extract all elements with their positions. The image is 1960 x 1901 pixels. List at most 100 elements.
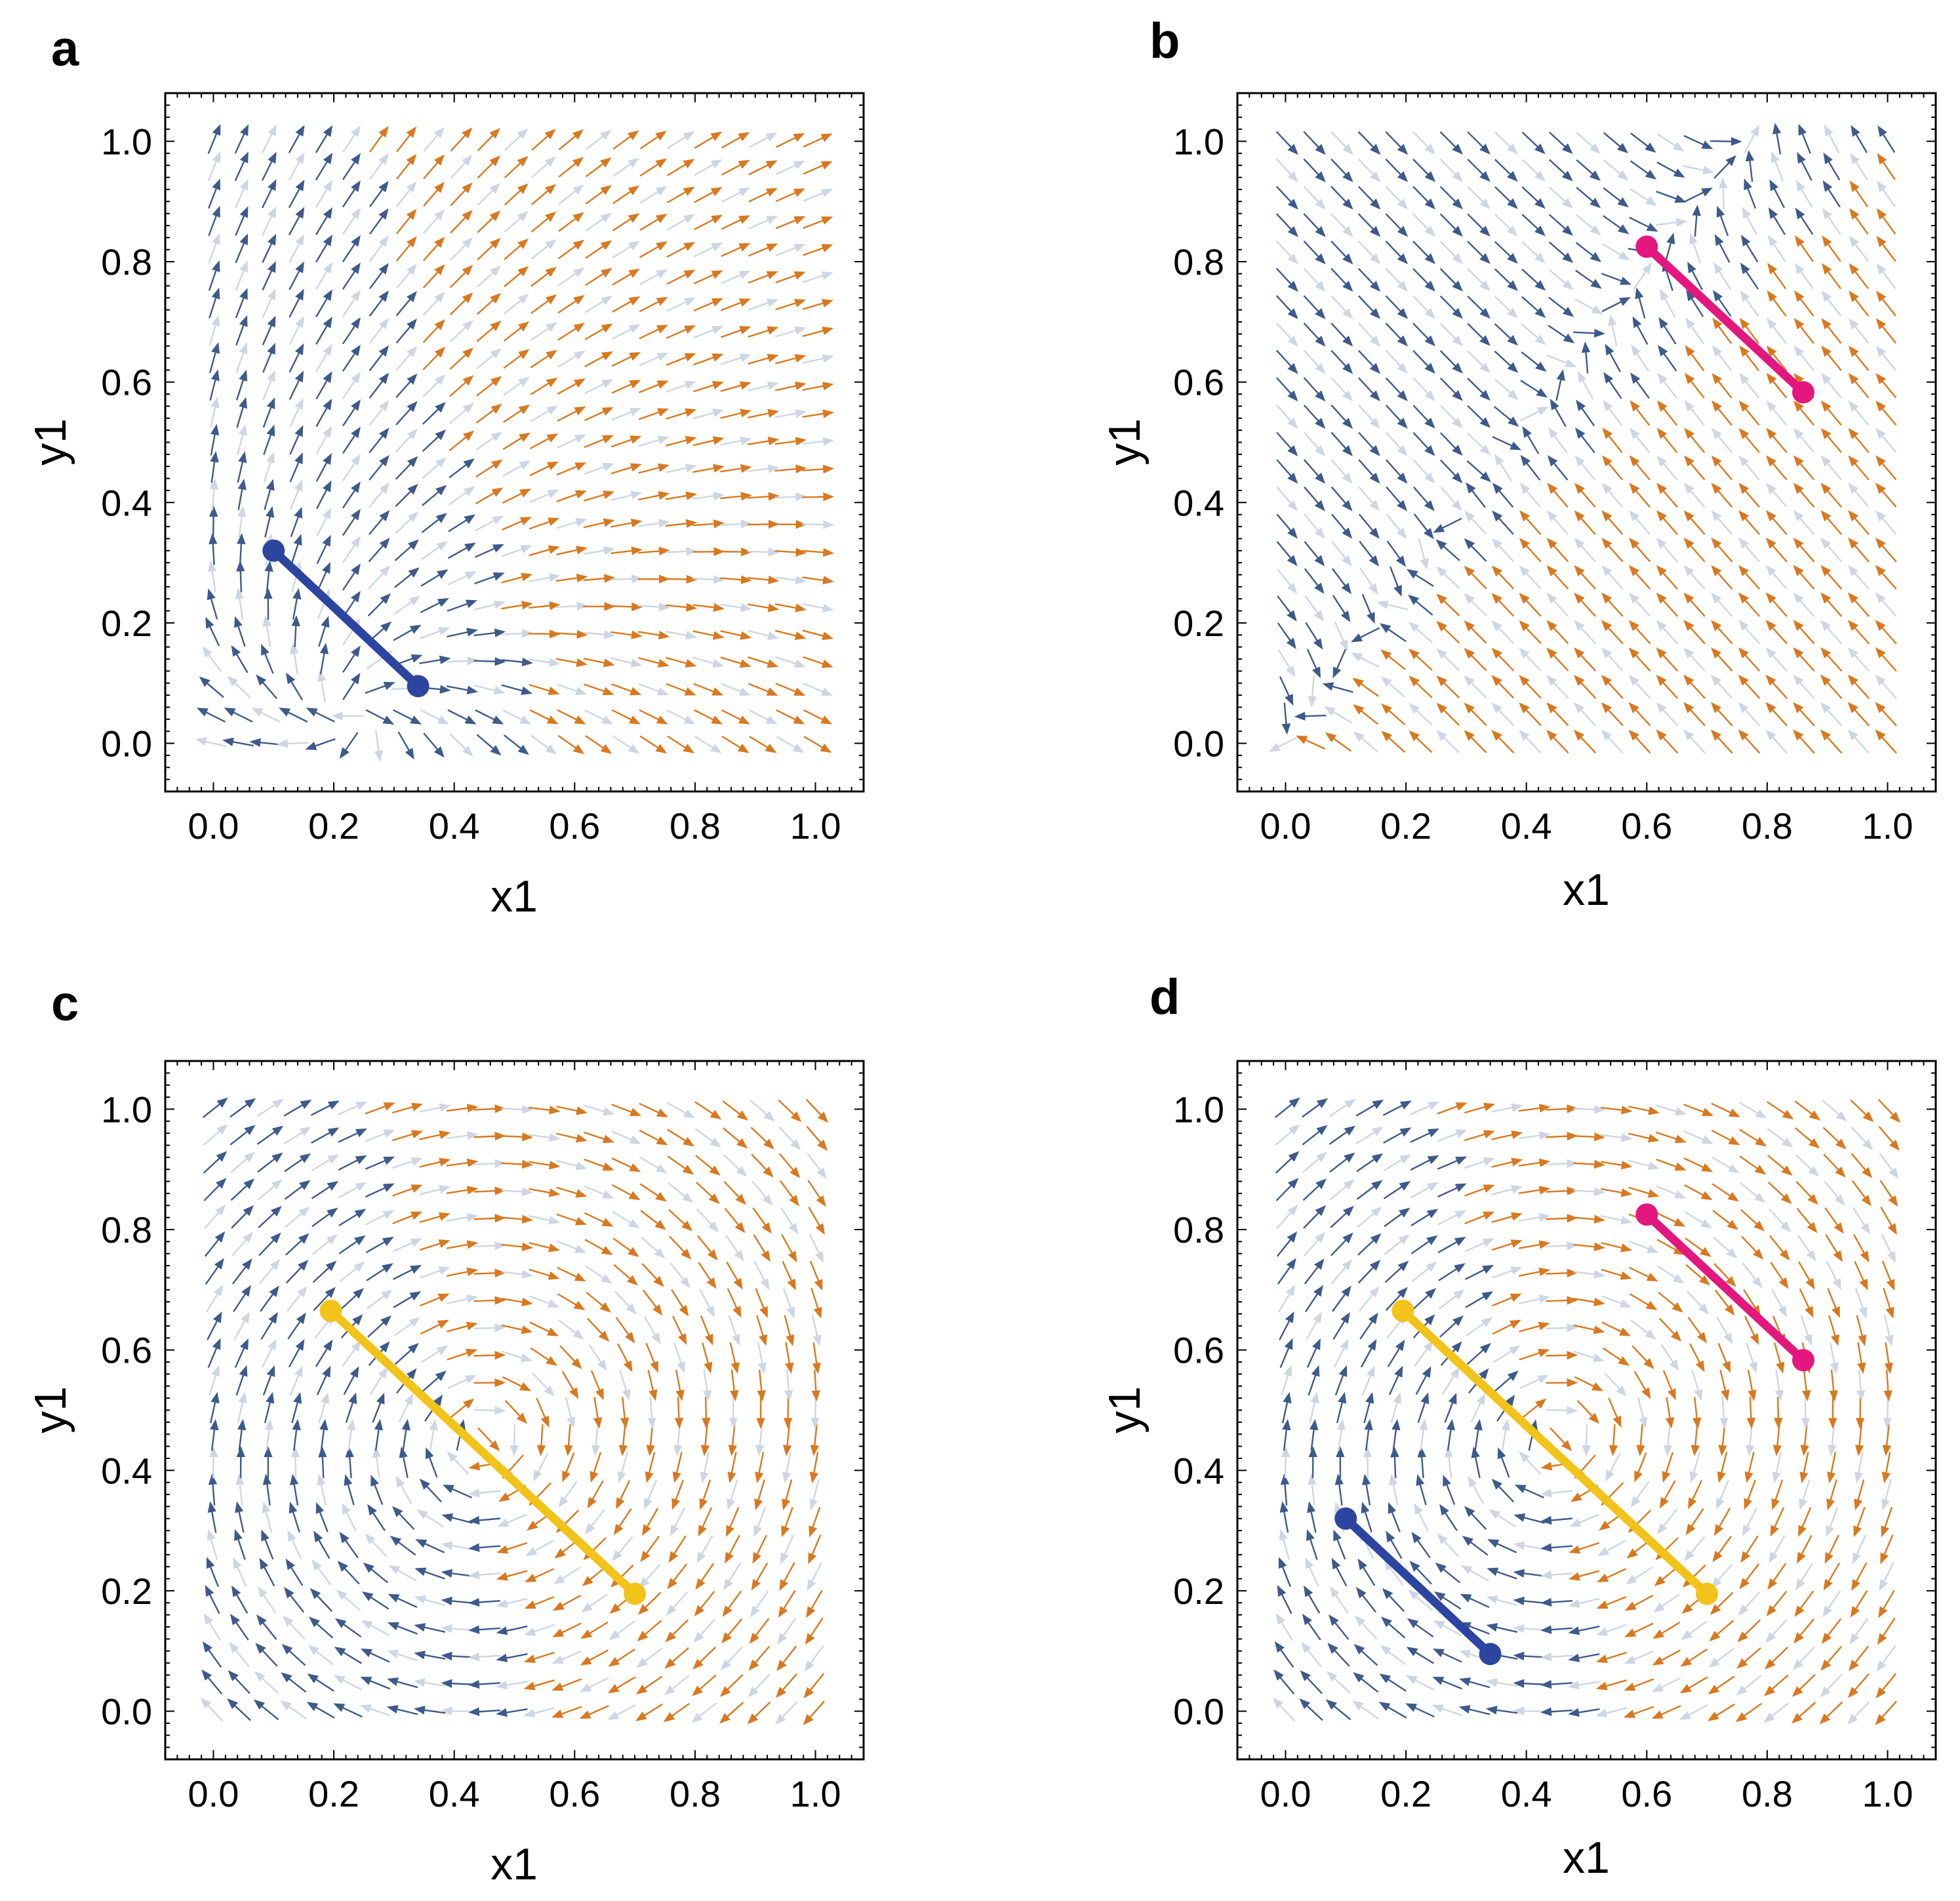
stream-arrow xyxy=(721,735,750,753)
stream-arrow xyxy=(724,1207,746,1233)
stream-arrow xyxy=(1382,1588,1405,1612)
stream-arrow xyxy=(401,1418,410,1451)
stream-arrow xyxy=(288,125,305,153)
stream-arrow xyxy=(476,376,502,397)
stream-arrow xyxy=(1764,1674,1789,1696)
stream-arrow xyxy=(1767,1182,1792,1205)
stream-arrow xyxy=(1713,155,1736,179)
stream-arrow xyxy=(1711,592,1733,617)
stream-arrow xyxy=(446,1131,479,1140)
stream-arrow xyxy=(291,1391,302,1424)
stream-arrow xyxy=(1521,1398,1547,1420)
stream-arrow xyxy=(200,1697,224,1722)
stream-arrow xyxy=(1684,1211,1712,1229)
stream-arrow xyxy=(1357,1260,1381,1284)
stream-arrow xyxy=(1464,538,1487,562)
stream-arrow xyxy=(1880,1534,1894,1565)
stream-arrow xyxy=(285,1558,304,1586)
stream-arrow xyxy=(803,683,833,696)
stream-arrow xyxy=(1595,1679,1627,1691)
stream-arrow xyxy=(1745,150,1755,182)
stream-arrow xyxy=(584,351,613,367)
stream-arrow xyxy=(395,264,417,289)
stream-arrow xyxy=(207,123,221,154)
stream-arrow xyxy=(1407,1618,1434,1638)
stream-arrow xyxy=(775,298,807,311)
stream-arrow xyxy=(1821,290,1842,317)
stream-arrow xyxy=(1491,565,1515,590)
stream-arrow xyxy=(1491,647,1515,671)
stream-arrow xyxy=(1601,702,1624,727)
stream-arrow xyxy=(699,1289,715,1317)
stream-arrow xyxy=(1276,431,1298,456)
stream-arrow xyxy=(1305,1285,1323,1313)
stream-arrow xyxy=(692,630,725,640)
stream-arrow xyxy=(807,1153,827,1179)
stream-arrow xyxy=(1433,517,1462,533)
stream-arrow xyxy=(1385,158,1409,182)
stream-arrow xyxy=(315,207,333,235)
stream-arrow xyxy=(1332,649,1347,679)
stream-arrow xyxy=(419,1239,450,1251)
stream-arrow xyxy=(699,1479,711,1510)
stream-arrow xyxy=(1716,1479,1730,1510)
stream-arrow xyxy=(1824,1534,1840,1564)
stream-arrow xyxy=(1353,731,1378,753)
stream-arrow xyxy=(1405,1675,1435,1691)
stream-arrow xyxy=(748,1673,770,1698)
stream-arrow xyxy=(1518,1267,1551,1277)
stream-arrow xyxy=(259,1557,275,1587)
stream-arrow xyxy=(1793,400,1815,426)
stream-arrow xyxy=(262,370,275,401)
stream-arrow xyxy=(1299,1698,1323,1721)
stream-arrow xyxy=(1574,483,1596,508)
stream-arrow xyxy=(1742,207,1758,236)
stream-arrow xyxy=(803,161,833,175)
stream-arrow xyxy=(1521,296,1546,318)
stream-arrow xyxy=(1568,1708,1600,1717)
stream-arrow xyxy=(422,319,445,344)
stream-arrow xyxy=(1357,131,1381,155)
stream-arrow xyxy=(209,342,220,374)
stream-arrow xyxy=(1513,1624,1546,1633)
stream-arrow xyxy=(342,290,361,317)
stream-arrow xyxy=(1692,205,1702,237)
stream-arrow xyxy=(1513,1651,1546,1661)
stream-arrow xyxy=(558,212,584,232)
stream-arrow xyxy=(1329,1179,1355,1201)
stream-arrow xyxy=(585,129,612,150)
stream-arrow xyxy=(290,643,299,675)
stream-arrow xyxy=(447,1321,478,1332)
stream-arrow xyxy=(441,1513,473,1524)
stream-arrow xyxy=(1767,1101,1794,1120)
stream-arrow xyxy=(468,1597,501,1607)
stream-arrow xyxy=(747,575,780,585)
stream-arrow xyxy=(1301,1641,1322,1668)
stream-arrow xyxy=(393,624,422,641)
stream-arrow xyxy=(1656,674,1679,699)
stream-arrow xyxy=(1380,676,1406,698)
stream-arrow xyxy=(262,206,277,236)
stream-arrow xyxy=(1796,1207,1818,1233)
stream-arrow xyxy=(720,381,751,392)
stream-arrow xyxy=(475,709,504,725)
stream-arrow xyxy=(590,1452,602,1483)
x-tick-label: 0.4 xyxy=(1501,1773,1552,1814)
stream-arrow xyxy=(1689,1343,1705,1372)
stream-arrow xyxy=(1795,1181,1818,1205)
stream-arrow xyxy=(1793,729,1815,754)
stream-arrow xyxy=(1459,1622,1490,1635)
stream-arrow xyxy=(1713,262,1731,290)
stream-arrow xyxy=(1738,428,1760,453)
stream-arrow xyxy=(501,1270,533,1279)
stream-arrow xyxy=(1602,243,1630,261)
stream-arrow xyxy=(1431,1704,1463,1717)
stream-arrow xyxy=(693,325,724,339)
y-tick-labels: 0.00.20.40.60.81.0 xyxy=(1173,121,1224,764)
stream-arrow xyxy=(1573,1132,1606,1142)
y-tick-label: 0.4 xyxy=(101,482,152,523)
stream-arrow xyxy=(1738,400,1760,426)
stream-arrow xyxy=(1875,674,1897,699)
stream-arrow xyxy=(1798,123,1812,154)
stream-arrow xyxy=(720,409,752,419)
